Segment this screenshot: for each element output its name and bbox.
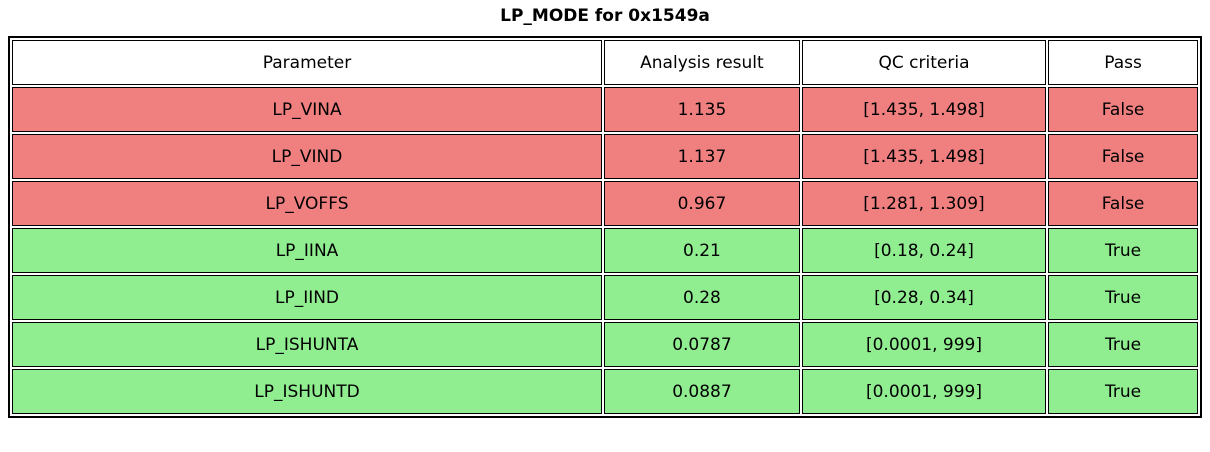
- analysis-result-cell: 1.135: [604, 87, 800, 133]
- analysis-result-cell: 0.21: [604, 228, 800, 274]
- analysis-result-cell: 0.0787: [604, 322, 800, 368]
- table-row: LP_IIND 0.28 [0.28, 0.34] True: [12, 275, 1198, 321]
- analysis-result-cell: 0.967: [604, 181, 800, 227]
- table-row: LP_IINA 0.21 [0.18, 0.24] True: [12, 228, 1198, 274]
- qc-criteria-cell: [1.435, 1.498]: [801, 134, 1047, 180]
- col-header-qc-criteria: QC criteria: [801, 40, 1047, 86]
- parameter-cell: LP_IIND: [12, 275, 602, 321]
- table-row: LP_VOFFS 0.967 [1.281, 1.309] False: [12, 181, 1198, 227]
- parameter-cell: LP_ISHUNTD: [12, 369, 602, 415]
- table-row: LP_ISHUNTD 0.0887 [0.0001, 999] True: [12, 369, 1198, 415]
- table-row: LP_VIND 1.137 [1.435, 1.498] False: [12, 134, 1198, 180]
- col-header-parameter: Parameter: [12, 40, 602, 86]
- page-title: LP_MODE for 0x1549a: [500, 6, 710, 26]
- analysis-result-cell: 1.137: [604, 134, 800, 180]
- qc-criteria-cell: [1.281, 1.309]: [801, 181, 1047, 227]
- parameter-cell: LP_VINA: [12, 87, 602, 133]
- qc-table: Parameter Analysis result QC criteria Pa…: [8, 36, 1202, 419]
- pass-cell: True: [1048, 275, 1198, 321]
- qc-criteria-cell: [0.18, 0.24]: [801, 228, 1047, 274]
- parameter-cell: LP_VOFFS: [12, 181, 602, 227]
- pass-cell: True: [1048, 369, 1198, 415]
- col-header-analysis-result: Analysis result: [604, 40, 800, 86]
- parameter-cell: LP_IINA: [12, 228, 602, 274]
- pass-cell: False: [1048, 134, 1198, 180]
- qc-criteria-cell: [0.0001, 999]: [801, 322, 1047, 368]
- pass-cell: False: [1048, 87, 1198, 133]
- pass-cell: True: [1048, 322, 1198, 368]
- analysis-result-cell: 0.0887: [604, 369, 800, 415]
- col-header-pass: Pass: [1048, 40, 1198, 86]
- qc-criteria-cell: [1.435, 1.498]: [801, 87, 1047, 133]
- qc-criteria-cell: [0.28, 0.34]: [801, 275, 1047, 321]
- pass-cell: True: [1048, 228, 1198, 274]
- analysis-result-cell: 0.28: [604, 275, 800, 321]
- pass-cell: False: [1048, 181, 1198, 227]
- table-row: LP_ISHUNTA 0.0787 [0.0001, 999] True: [12, 322, 1198, 368]
- parameter-cell: LP_VIND: [12, 134, 602, 180]
- qc-criteria-cell: [0.0001, 999]: [801, 369, 1047, 415]
- parameter-cell: LP_ISHUNTA: [12, 322, 602, 368]
- header-row: Parameter Analysis result QC criteria Pa…: [12, 40, 1198, 86]
- table-row: LP_VINA 1.135 [1.435, 1.498] False: [12, 87, 1198, 133]
